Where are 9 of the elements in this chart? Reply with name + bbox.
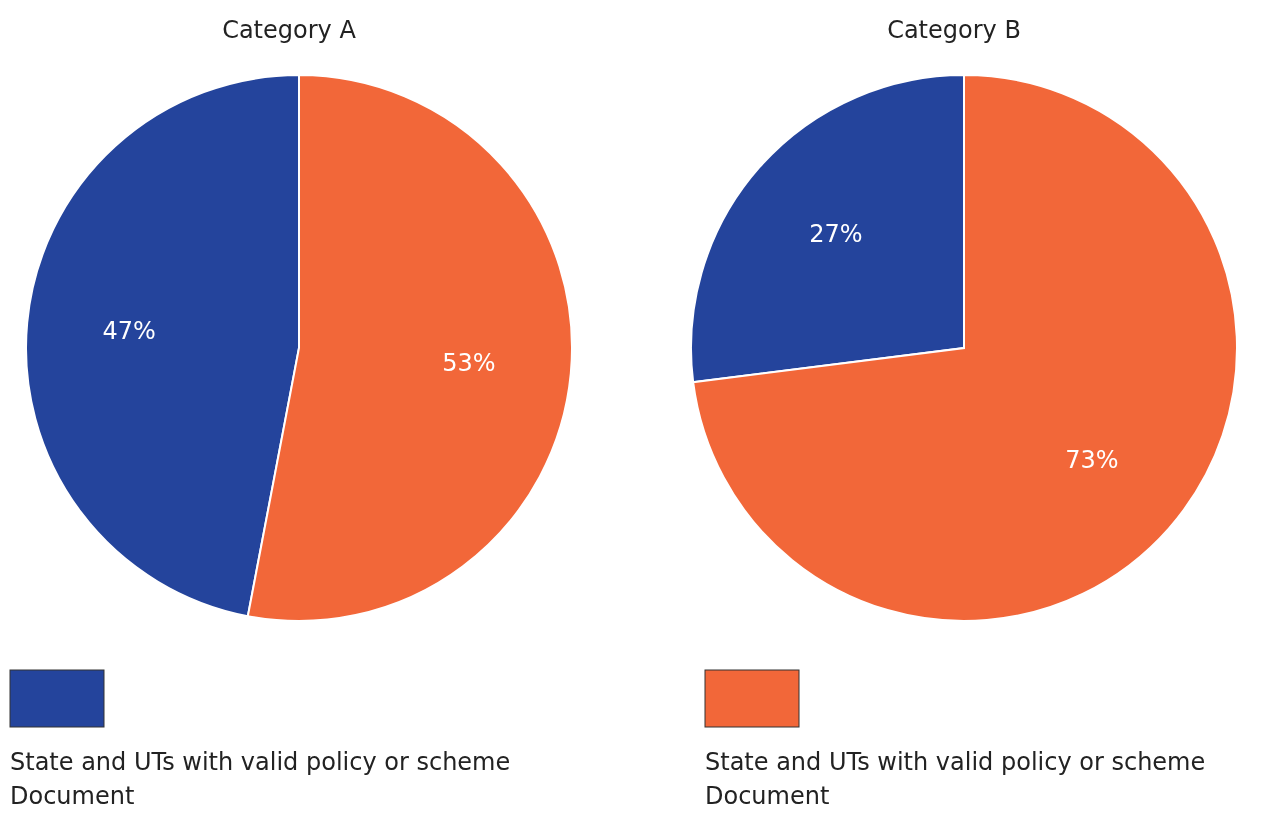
- legend-label: State and UTs with valid policy or scheme Document: [705, 748, 1206, 810]
- chart-title: Category A: [222, 16, 357, 44]
- data-label: 73%: [1065, 445, 1119, 474]
- data-label: 47%: [102, 316, 156, 345]
- data-label: 53%: [442, 349, 496, 378]
- chart-title: Category B: [887, 16, 1021, 44]
- pie-slice: [692, 74, 1238, 622]
- legend-label: State and UTs with valid policy or scheme Document: [10, 748, 511, 810]
- data-label: 27%: [809, 220, 863, 249]
